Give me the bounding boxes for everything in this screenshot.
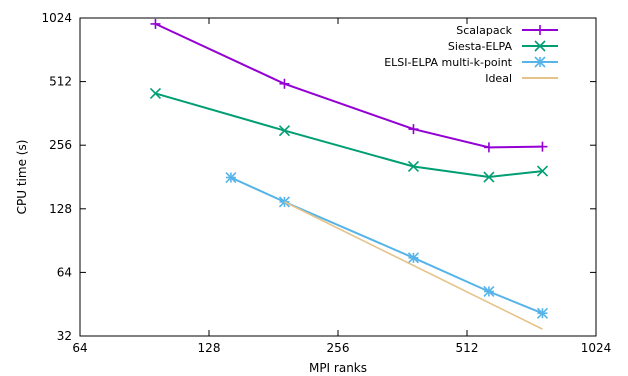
data-point-elsi-elpa-multi-k-point (536, 307, 549, 319)
y-axis-title: CPU time (s) (15, 140, 29, 215)
series-elsi-elpa-multi-k-point (225, 171, 549, 319)
series-line-ideal (284, 201, 543, 330)
y-tick-label: 64 (57, 265, 72, 279)
data-point-elsi-elpa-multi-k-point (407, 252, 420, 264)
data-point-siesta-elpa (483, 171, 495, 183)
legend-label: ELSI-ELPA multi-k-point (384, 56, 512, 69)
y-tick-label: 128 (49, 202, 72, 216)
legend-label: Siesta-ELPA (448, 40, 513, 53)
x-tick-label: 256 (327, 341, 350, 355)
x-tick-label: 64 (72, 341, 87, 355)
data-point-scalapack (483, 142, 494, 153)
y-tick-label: 256 (49, 138, 72, 152)
legend-marker (535, 25, 545, 35)
x-tick-label: 512 (456, 341, 479, 355)
data-point-siesta-elpa (278, 125, 291, 137)
data-point-siesta-elpa (536, 165, 549, 177)
y-tick-label: 32 (57, 329, 72, 343)
legend-label: Scalapack (456, 24, 512, 37)
x-tick-label: 128 (198, 341, 221, 355)
data-point-elsi-elpa-multi-k-point (225, 171, 237, 184)
series-scalapack (150, 18, 548, 153)
legend-marker (534, 56, 546, 68)
series-layer (149, 18, 549, 330)
series-siesta-elpa (149, 87, 549, 183)
data-point-elsi-elpa-multi-k-point (278, 196, 291, 208)
series-ideal (284, 201, 543, 330)
legend-marker (534, 40, 546, 52)
y-tick-label: 1024 (41, 11, 72, 25)
data-point-scalapack (537, 141, 548, 152)
y-tick-label: 512 (49, 75, 72, 89)
data-point-scalapack (150, 18, 161, 29)
series-line-elsi-elpa-multi-k-point (230, 176, 543, 315)
plot-frame (79, 17, 597, 337)
x-axis-title: MPI ranks (309, 361, 367, 375)
data-point-elsi-elpa-multi-k-point (483, 285, 495, 298)
data-point-scalapack (408, 124, 419, 135)
legend-label: Ideal (485, 72, 512, 85)
x-tick-label: 1024 (581, 341, 612, 355)
data-point-siesta-elpa (149, 87, 162, 100)
data-point-siesta-elpa (407, 160, 420, 173)
data-point-scalapack (279, 78, 290, 89)
legend: Scalapack Siesta-ELPA ELSI-ELPA multi-k-po… (384, 24, 558, 85)
